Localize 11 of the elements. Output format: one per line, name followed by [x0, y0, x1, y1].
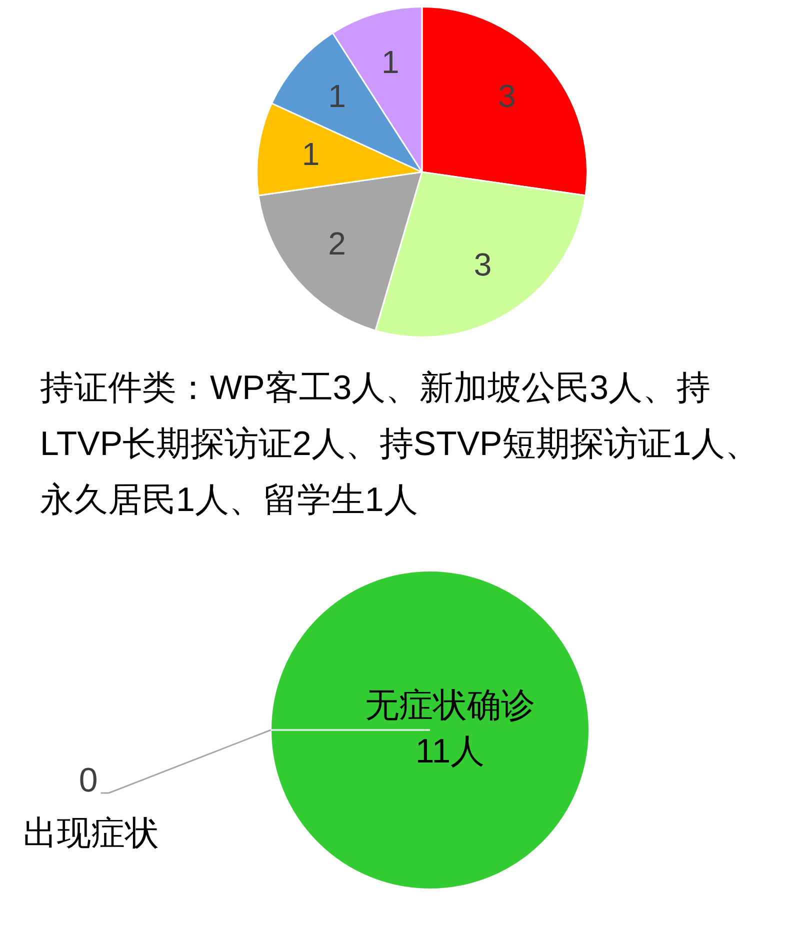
- data-label: 1: [381, 44, 400, 80]
- text: 0: [78, 761, 98, 800]
- slice-label: 无症状确诊: [365, 686, 535, 724]
- data-label: 1: [328, 78, 346, 114]
- data-label: 1: [302, 136, 320, 172]
- data-label: 11人: [415, 732, 485, 770]
- data-label: 3: [498, 78, 516, 114]
- data-label: 2: [328, 225, 346, 262]
- legend-label: 出现症状: [22, 814, 159, 852]
- data-label: 3: [474, 246, 492, 282]
- text: 持证件类：WP客工3人、新加坡公民3人、持LTVP长期探访证2人、持STVP短期探访证1人、永久居民1人、留学生1人: [40, 368, 760, 521]
